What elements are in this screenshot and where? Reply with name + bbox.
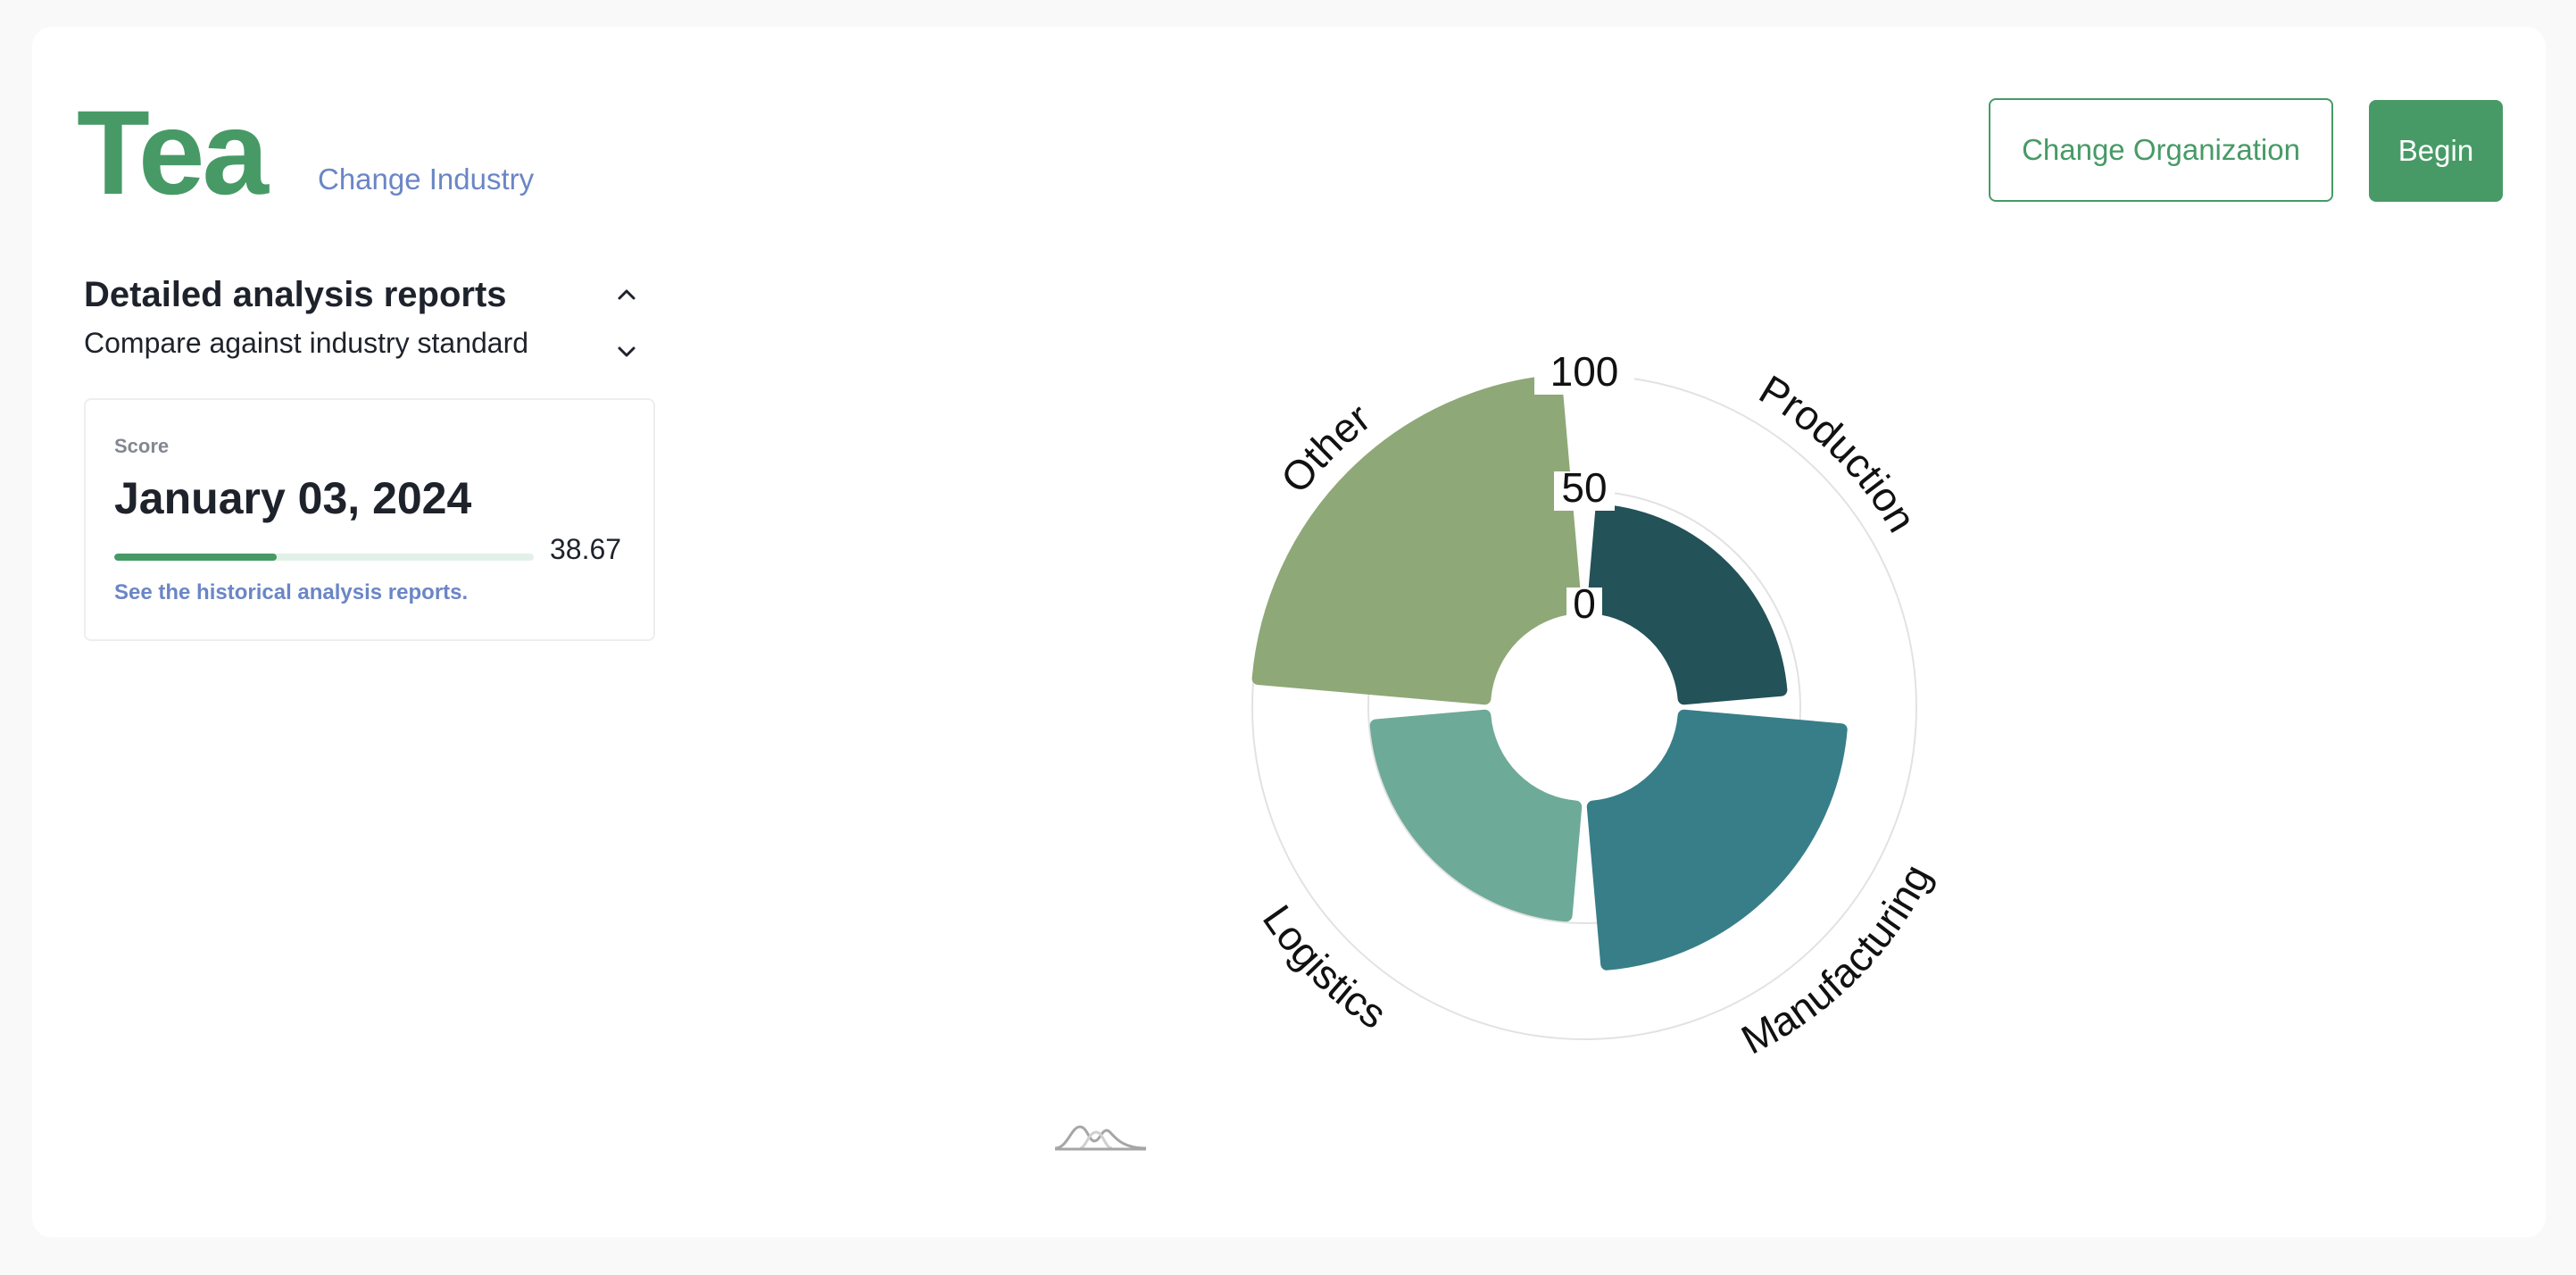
tick-label-backdrop	[1554, 471, 1615, 511]
category-label-production: Production	[1751, 366, 1925, 540]
score-progress-bar	[114, 554, 534, 561]
radial-tick-label: 50	[1561, 464, 1607, 511]
wedge-manufacturing	[1586, 709, 1848, 971]
change-organization-button[interactable]: Change Organization	[1989, 98, 2333, 202]
category-label-logistics: Logistics	[1254, 896, 1395, 1038]
radial-tick-label: 100	[1550, 348, 1619, 395]
begin-button[interactable]: Begin	[2369, 100, 2503, 202]
score-date: January 03, 2024	[114, 473, 472, 523]
change-industry-link[interactable]: Change Industry	[318, 162, 535, 196]
score-label: Score	[114, 435, 170, 457]
reports-title: Detailed analysis reports	[84, 275, 507, 314]
wedge-other	[1251, 374, 1583, 705]
tick-label-backdrop	[1534, 355, 1634, 395]
wedge-production	[1586, 504, 1788, 705]
chevron-down-icon[interactable]	[609, 334, 644, 370]
chevron-up-icon[interactable]	[609, 277, 644, 312]
wedge-logistics	[1369, 709, 1583, 922]
historical-reports-link[interactable]: See the historical analysis reports.	[114, 580, 469, 604]
score-progress-fill	[114, 554, 277, 561]
tick-label-backdrop	[1566, 588, 1602, 627]
chart-logo-icon	[1054, 1125, 1147, 1151]
score-progress-value: 38.67	[550, 533, 622, 565]
reports-subtitle: Compare against industry standard	[84, 327, 529, 359]
radial-tick-label: 0	[1573, 580, 1596, 627]
score-card: Score January 03, 2024 38.67 See the his…	[84, 398, 655, 641]
page-title: Tea	[77, 87, 269, 220]
